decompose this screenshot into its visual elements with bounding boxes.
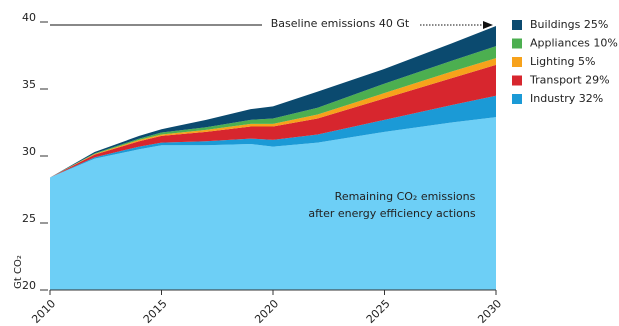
legend-swatch bbox=[512, 57, 522, 67]
y-tick-label: 40 bbox=[22, 11, 36, 24]
legend-label: Lighting 5% bbox=[530, 55, 595, 68]
x-tick-label: 2010 bbox=[29, 297, 58, 326]
legend-swatch bbox=[512, 38, 522, 49]
x-tick-label: 2020 bbox=[252, 297, 281, 326]
x-tick-label: 2015 bbox=[141, 297, 170, 326]
y-tick-label: 20 bbox=[22, 279, 36, 292]
y-tick-label: 25 bbox=[22, 212, 36, 225]
legend-swatch bbox=[512, 20, 522, 30]
annotation: Baseline emissions 40 Gt bbox=[271, 17, 410, 30]
y-axis-label: Gt CO₂ bbox=[13, 255, 24, 289]
legend-label: Buildings 25% bbox=[530, 18, 608, 31]
y-tick-label: 30 bbox=[22, 145, 36, 158]
area bbox=[50, 117, 496, 290]
legend-label: Industry 32% bbox=[530, 92, 603, 105]
x-tick-label: 2025 bbox=[364, 297, 393, 326]
y-tick-label: 35 bbox=[22, 78, 36, 91]
legend-label: Appliances 10% bbox=[530, 37, 618, 50]
annotation: Remaining CO₂ emissions bbox=[335, 190, 476, 203]
legend-label: Transport 29% bbox=[529, 74, 610, 87]
legend-swatch bbox=[512, 75, 522, 86]
x-tick-label: 2030 bbox=[475, 297, 504, 326]
annotation: after energy efficiency actions bbox=[308, 207, 476, 220]
legend-swatch bbox=[512, 94, 522, 104]
